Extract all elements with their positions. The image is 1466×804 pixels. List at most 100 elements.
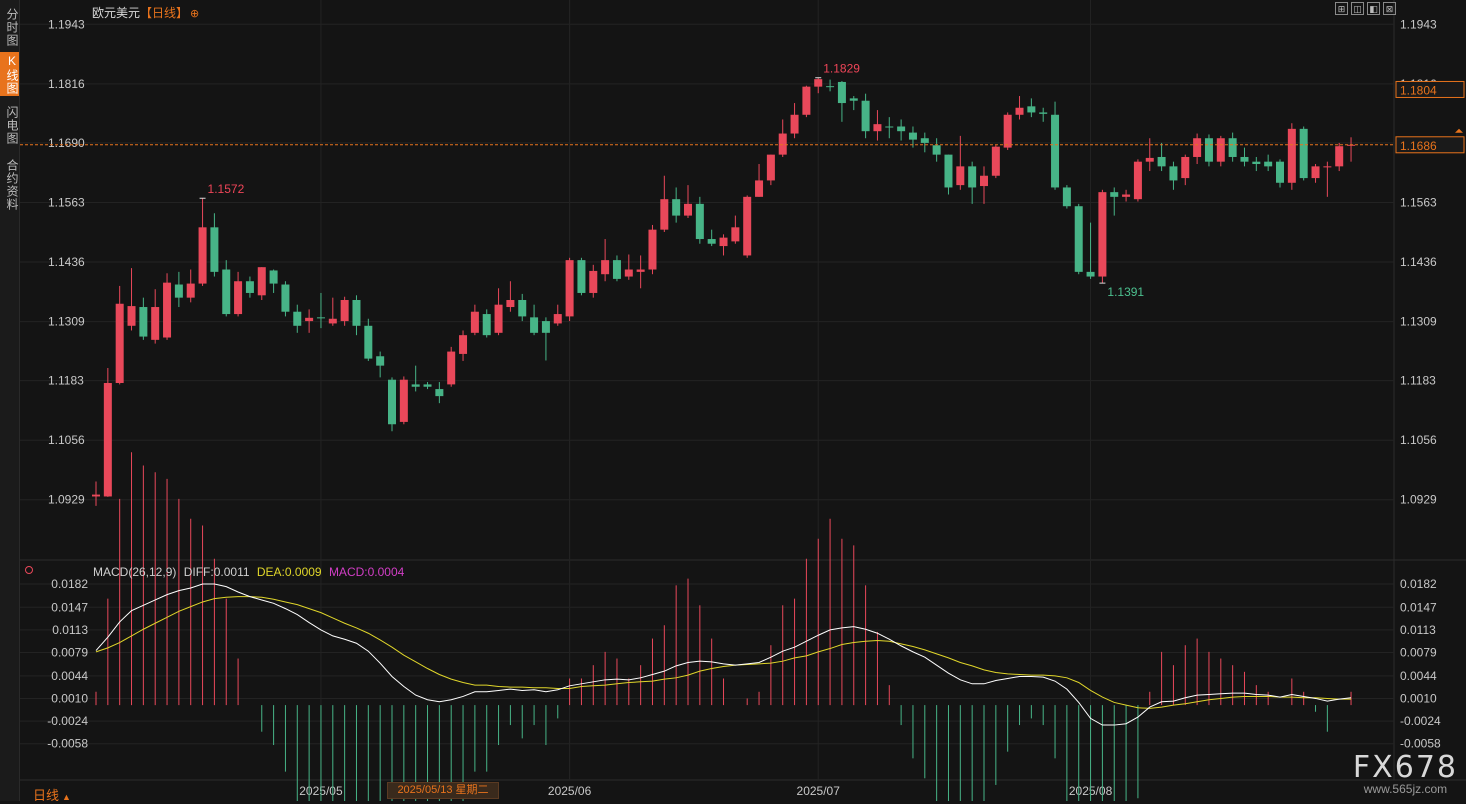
close-icon[interactable]: ⊠ (1383, 2, 1396, 15)
candle-body (352, 299, 361, 326)
ref-price-label: 1.1804 (1400, 83, 1437, 97)
extreme-price-label: 1.1572 (208, 182, 245, 196)
candle-body (1039, 112, 1048, 114)
macd-tick-right: -0.0058 (1400, 737, 1441, 751)
macd-diff-value: DIFF:0.0011 (183, 565, 250, 579)
candle-body (956, 166, 965, 186)
price-tick-right: 1.1436 (1400, 255, 1437, 269)
candle-body (1062, 187, 1071, 207)
macd-settings-icon[interactable] (25, 566, 33, 574)
candle-body (861, 100, 870, 132)
candle-body (636, 269, 645, 272)
candle-body (506, 299, 515, 308)
candle-body (1098, 192, 1107, 277)
candle-body (293, 311, 302, 326)
plus-circle-icon[interactable]: ⊕ (190, 8, 200, 20)
candle-body (541, 321, 550, 333)
candle-body (565, 260, 574, 317)
candle-body (672, 199, 681, 216)
candle-body (163, 282, 172, 338)
candle-body (1086, 271, 1095, 277)
candle-body (1264, 161, 1273, 167)
macd-title: MACD(26,12,9) (93, 565, 177, 579)
candle-body (1003, 114, 1012, 148)
candle-body (1110, 192, 1119, 197)
macd-tick-right: 0.0044 (1400, 669, 1437, 683)
maximize-icon[interactable]: ⊞ (1335, 2, 1348, 15)
candle-body (1051, 114, 1060, 188)
candle-body (755, 180, 764, 197)
candle-body (423, 384, 432, 387)
price-tick-left: 1.1309 (48, 315, 85, 329)
candle-body (980, 175, 988, 187)
candle-body (1027, 106, 1036, 113)
candle-body (518, 299, 527, 317)
candle-body (743, 196, 752, 256)
candle-body (968, 166, 977, 188)
candle-body (186, 283, 195, 298)
candle-body (305, 317, 314, 322)
tab-timeshare[interactable]: 分时图 (5, 7, 19, 47)
candle-body (873, 124, 882, 132)
extreme-price-label: 1.1391 (1107, 285, 1144, 299)
macd-tick-left: -0.0024 (47, 714, 88, 728)
price-tick-right: 1.1563 (1400, 195, 1437, 209)
candle-body (257, 267, 266, 296)
candle-body (92, 494, 100, 497)
candle-body (269, 270, 278, 284)
macd-macd-value: MACD:0.0004 (328, 565, 405, 579)
current-price-label: 1.1686 (1400, 139, 1437, 153)
candle-body (1122, 194, 1131, 197)
candle-body (245, 281, 254, 293)
candle-body (530, 317, 539, 333)
candle-body (849, 98, 858, 101)
candle-body (139, 307, 148, 337)
month-label: 2025/07 (797, 784, 841, 798)
candle-body (340, 299, 349, 322)
restore-icon[interactable]: ◫ (1351, 2, 1364, 15)
candle-body (766, 154, 775, 181)
price-tick-left: 1.0929 (48, 493, 85, 507)
macd-tick-left: 0.0044 (51, 669, 88, 683)
price-tick-right: 1.0929 (1400, 493, 1437, 507)
candle-body (826, 86, 835, 88)
price-tick-left: 1.1436 (48, 255, 85, 269)
restore-alt-icon[interactable]: ◧ (1367, 2, 1380, 15)
candle-body (920, 138, 929, 143)
candle-body (577, 260, 586, 293)
candle-body (364, 325, 373, 359)
candle-body (790, 114, 799, 134)
candle-body (719, 237, 728, 247)
macd-tick-right: 0.0147 (1400, 600, 1437, 614)
candle-body (1287, 128, 1296, 183)
candle-body (991, 146, 1000, 176)
candle-body (115, 303, 124, 383)
price-tick-right: 1.1183 (1400, 374, 1436, 388)
tab-kline[interactable]: K线图 (0, 52, 19, 96)
candle-body (222, 269, 231, 315)
price-tick-left: 1.1943 (48, 17, 85, 31)
price-tick-right: 1.1943 (1400, 17, 1437, 31)
diff-line (95, 583, 1352, 726)
period-label[interactable]: 【日线】 (140, 6, 189, 20)
price-tick-left: 1.1183 (48, 374, 84, 388)
macd-tick-left: 0.0079 (51, 646, 88, 660)
ref-price-box (1395, 80, 1465, 98)
macd-tick-left: -0.0058 (47, 737, 88, 751)
triangle-up-icon: ▲ (62, 792, 71, 802)
candle-body (174, 284, 183, 298)
tab-contract-info[interactable]: 合约资料 (5, 159, 19, 211)
macd-tick-left: 0.0010 (51, 691, 88, 705)
candle-body (1299, 128, 1308, 179)
candle-body (1133, 161, 1142, 200)
candle-body (316, 317, 325, 319)
candle-body (553, 314, 562, 324)
candle-body (151, 307, 160, 340)
candle-body (778, 133, 787, 155)
macd-tick-left: 0.0113 (52, 623, 88, 637)
price-tick-left: 1.1563 (48, 195, 85, 209)
tab-flash-chart[interactable]: 闪电图 (5, 105, 19, 145)
period-selector[interactable]: 日线 ▲ (33, 785, 71, 804)
price-tick-left: 1.1816 (48, 77, 85, 91)
